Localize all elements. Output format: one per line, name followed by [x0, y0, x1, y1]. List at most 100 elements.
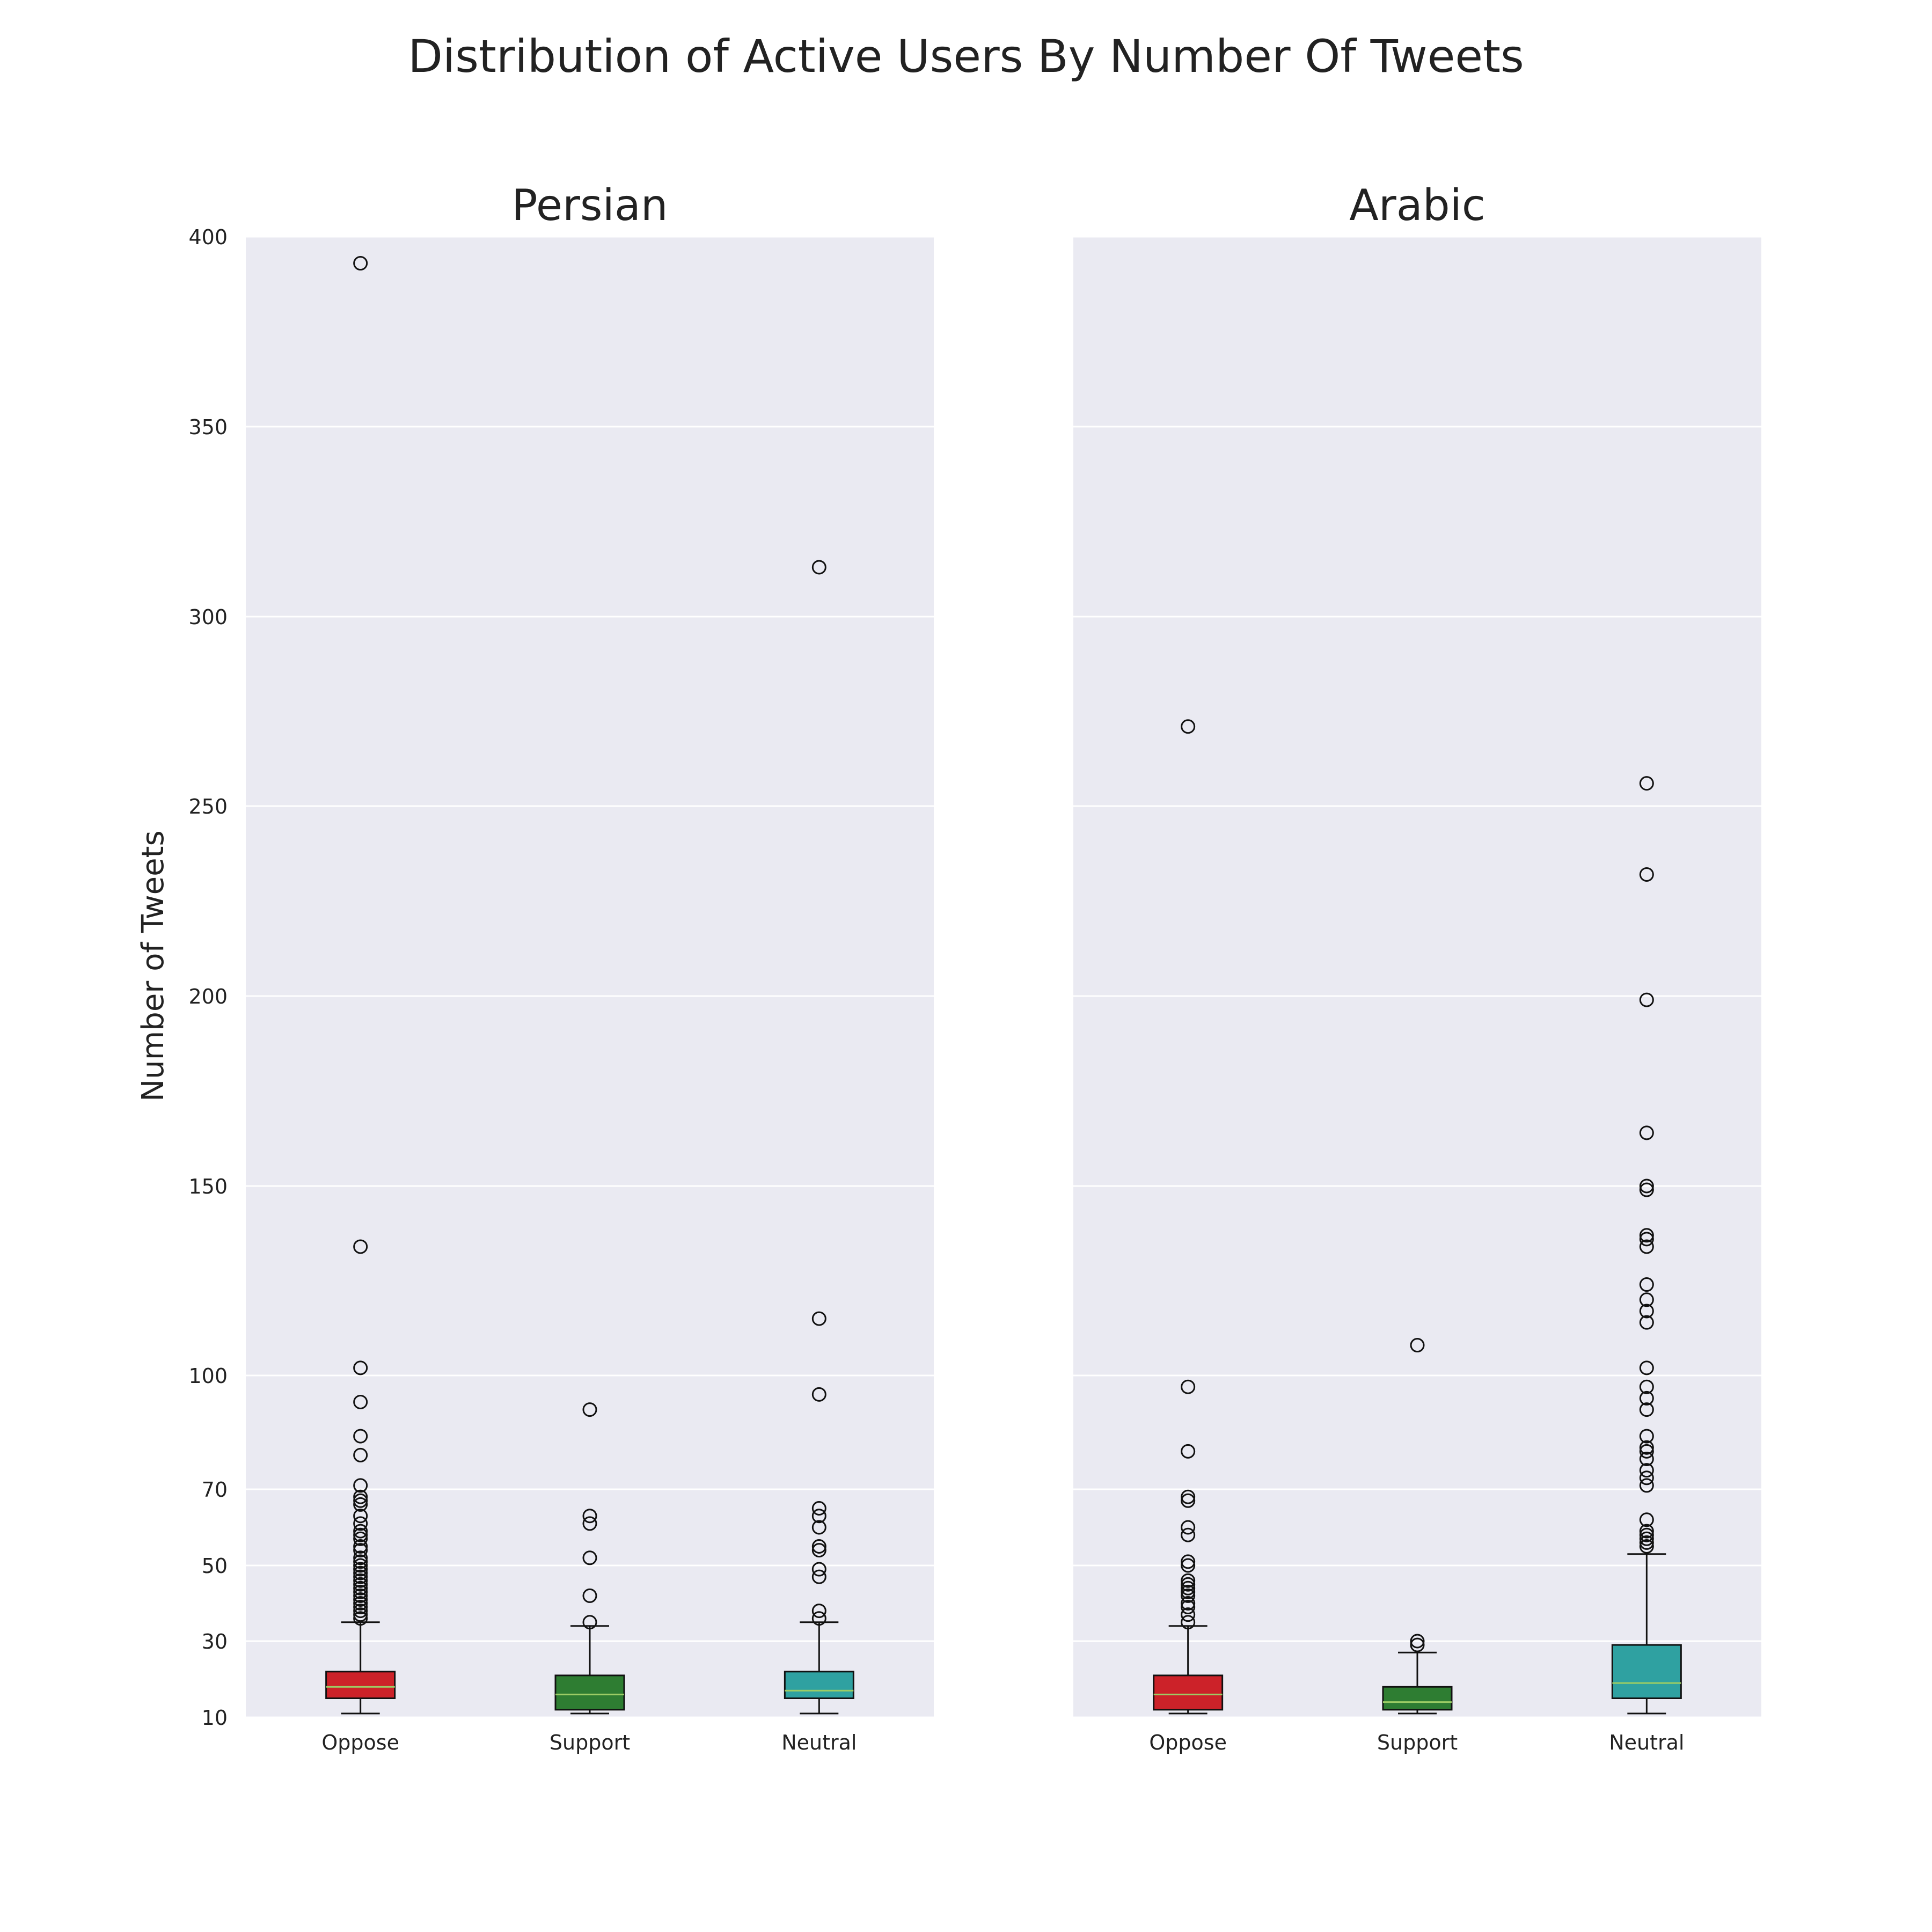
outlier-point — [1181, 1558, 1196, 1573]
outlier-point — [353, 1539, 368, 1554]
outlier-point — [1639, 1531, 1654, 1546]
outlier-point — [1639, 1360, 1654, 1375]
outlier-point — [353, 1611, 368, 1626]
outlier-point — [1181, 1444, 1196, 1459]
outlier-point — [353, 1509, 368, 1524]
box-body — [554, 1674, 625, 1711]
outlier-point — [1639, 1402, 1654, 1417]
y-tick-label: 10 — [202, 1706, 228, 1730]
outlier-point — [1639, 1535, 1654, 1550]
box-neutral: Neutral — [781, 560, 857, 1754]
outlier-point — [353, 1531, 368, 1546]
box-body — [1382, 1686, 1453, 1711]
box-support: Support — [550, 1402, 630, 1754]
panel-title: Arabic — [1349, 180, 1485, 230]
outlier-point — [1639, 1440, 1654, 1455]
outlier-point — [353, 1447, 368, 1462]
outlier-point — [811, 1569, 826, 1584]
outlier-point — [811, 560, 826, 575]
outlier-point — [353, 1569, 368, 1584]
outlier-point — [353, 1562, 368, 1577]
outlier-point — [1639, 1429, 1654, 1444]
outlier-point — [353, 1489, 368, 1504]
outlier-point — [1181, 1588, 1196, 1603]
outlier-point — [353, 1577, 368, 1592]
outlier-point — [582, 1550, 597, 1565]
outlier-point — [1639, 1463, 1654, 1478]
outlier-point — [353, 1554, 368, 1569]
panel-title: Persian — [511, 180, 668, 230]
outlier-point — [353, 1493, 368, 1508]
outlier-point — [353, 1543, 368, 1558]
y-tick-label: 250 — [188, 795, 228, 818]
outlier-point — [1639, 1304, 1654, 1319]
outlier-point — [1639, 1379, 1654, 1394]
outlier-point — [811, 1311, 826, 1326]
outlier-point — [811, 1562, 826, 1577]
outlier-point — [582, 1615, 597, 1630]
outlier-point — [1410, 1338, 1425, 1353]
outlier-point — [582, 1402, 597, 1417]
outlier-point — [353, 1360, 368, 1375]
outlier-point — [1410, 1634, 1425, 1649]
outlier-point — [1639, 1478, 1654, 1493]
box-oppose: Oppose — [1149, 719, 1227, 1754]
x-tick-label: Neutral — [781, 1731, 857, 1754]
outlier-point — [1181, 1600, 1196, 1615]
outlier-point — [1181, 1577, 1196, 1592]
outlier-point — [1639, 1451, 1654, 1466]
outlier-point — [353, 1429, 368, 1444]
outlier-point — [811, 1611, 826, 1626]
box-body — [784, 1671, 854, 1700]
y-tick-label: 70 — [202, 1478, 228, 1502]
outlier-point — [582, 1588, 597, 1603]
y-tick-label: 300 — [188, 605, 228, 629]
outlier-point — [353, 1596, 368, 1611]
outlier-point — [353, 1580, 368, 1596]
outlier-point — [1181, 1379, 1196, 1394]
outlier-point — [353, 1239, 368, 1254]
y-axis-label: Number of Tweets — [136, 830, 171, 1101]
outlier-point — [353, 1394, 368, 1409]
outlier-point — [1181, 1584, 1196, 1599]
outlier-point — [353, 1527, 368, 1542]
outlier-point — [582, 1516, 597, 1531]
outlier-point — [1639, 1292, 1654, 1307]
outlier-point — [353, 1588, 368, 1603]
outlier-point — [1639, 1512, 1654, 1527]
panel-arabic: Arabic Oppose Support Neutral — [1073, 180, 1761, 1754]
y-tick-label: 200 — [188, 985, 228, 1008]
outlier-point — [1639, 1527, 1654, 1542]
outlier-point — [1181, 1573, 1196, 1588]
outlier-point — [1181, 1607, 1196, 1622]
outlier-point — [353, 1497, 368, 1512]
outlier-point — [353, 256, 368, 271]
outlier-point — [811, 1604, 826, 1619]
outlier-point — [1181, 1554, 1196, 1569]
outlier-point — [811, 1387, 826, 1402]
x-tick-label: Support — [1377, 1731, 1458, 1754]
outlier-point — [1639, 1539, 1654, 1554]
outlier-point — [353, 1592, 368, 1607]
outlier-point — [1181, 719, 1196, 734]
outlier-point — [1181, 1580, 1196, 1596]
outlier-point — [1639, 1391, 1654, 1406]
outlier-point — [1181, 1596, 1196, 1611]
outlier-point — [1181, 1615, 1196, 1630]
outlier-point — [1181, 1493, 1196, 1508]
outlier-point — [1181, 1489, 1196, 1504]
outlier-point — [353, 1516, 368, 1531]
outlier-point — [1639, 1182, 1654, 1197]
outlier-point — [353, 1604, 368, 1619]
outlier-point — [1639, 1524, 1654, 1539]
outlier-point — [353, 1573, 368, 1588]
outlier-point — [353, 1584, 368, 1599]
box-body — [325, 1671, 396, 1700]
y-tick-label: 30 — [202, 1630, 228, 1653]
y-tick-label: 100 — [188, 1364, 228, 1388]
panels: 10 30 50 70 100 150 200 250 300 350 400 Persian Oppo… — [188, 180, 1761, 1754]
outlier-point — [1181, 1520, 1196, 1535]
outlier-point — [1639, 1125, 1654, 1140]
outlier-point — [1639, 1179, 1654, 1194]
box-neutral: Neutral — [1609, 776, 1684, 1754]
